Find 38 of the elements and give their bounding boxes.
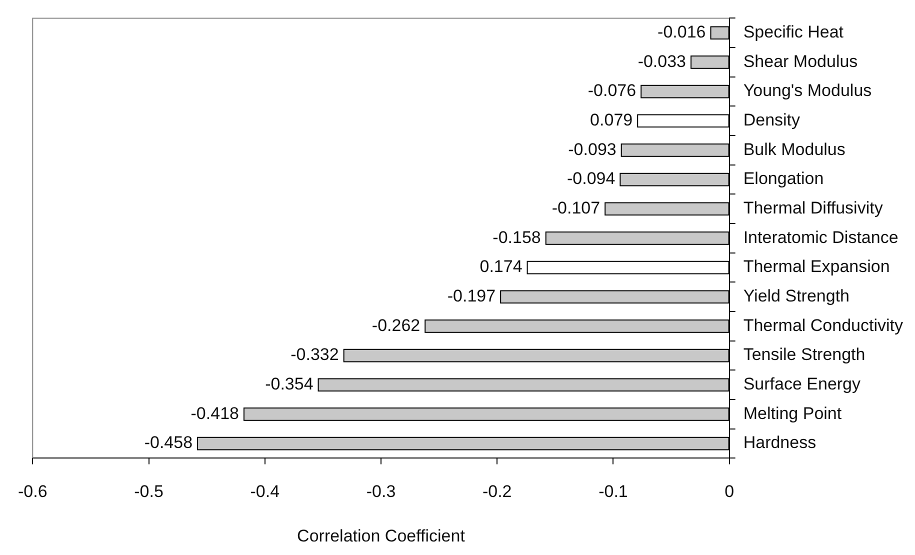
data-label: 0.174 — [480, 257, 522, 276]
data-label: -0.076 — [588, 81, 636, 100]
y-tick-label: Density — [743, 110, 801, 130]
y-tick-label: Surface Energy — [743, 374, 862, 394]
data-label: -0.016 — [658, 22, 706, 42]
data-label: -0.094 — [566, 169, 616, 188]
data-label: -0.458 — [144, 433, 193, 452]
y-tick-label: Young's Modulus — [743, 81, 872, 100]
x-tick-label: -0.2 — [482, 482, 512, 502]
y-tick-label: Tensile Strength — [743, 345, 866, 364]
x-tick-label: -0.4 — [250, 482, 280, 502]
x-tick-label: 0 — [724, 482, 734, 502]
data-label: -0.033 — [638, 52, 686, 71]
data-label: -0.262 — [372, 316, 420, 335]
data-label: -0.418 — [190, 404, 239, 423]
y-tick-label: Shear Modulus — [743, 52, 858, 71]
y-tick-label: Thermal Conductivity — [743, 316, 904, 335]
x-tick-label: -0.6 — [18, 482, 48, 502]
y-tick-label: Hardness — [743, 433, 816, 452]
y-tick-label: Elongation — [743, 169, 824, 188]
data-label: -0.197 — [447, 286, 496, 306]
data-label: -0.158 — [492, 228, 541, 247]
x-axis-title: Correlation Coefficient — [297, 526, 466, 546]
y-tick-label: Bulk Modulus — [743, 140, 846, 159]
y-tick-label: Thermal Diffusivity — [743, 198, 884, 218]
data-label: -0.354 — [265, 374, 314, 394]
x-tick-label: -0.5 — [134, 482, 164, 502]
y-tick-label: Specific Heat — [743, 22, 844, 42]
data-label: -0.332 — [290, 345, 339, 364]
y-tick-label: Yield Strength — [743, 286, 850, 306]
data-label: -0.093 — [568, 140, 616, 159]
x-tick-label: -0.1 — [598, 482, 628, 502]
y-tick-label: Melting Point — [743, 404, 842, 423]
data-label: 0.079 — [590, 110, 633, 130]
data-label: -0.107 — [552, 198, 600, 218]
y-tick-label: Thermal Expansion — [743, 257, 890, 276]
y-tick-label: Interatomic Distance — [743, 228, 898, 247]
x-tick-label: -0.3 — [366, 482, 396, 502]
